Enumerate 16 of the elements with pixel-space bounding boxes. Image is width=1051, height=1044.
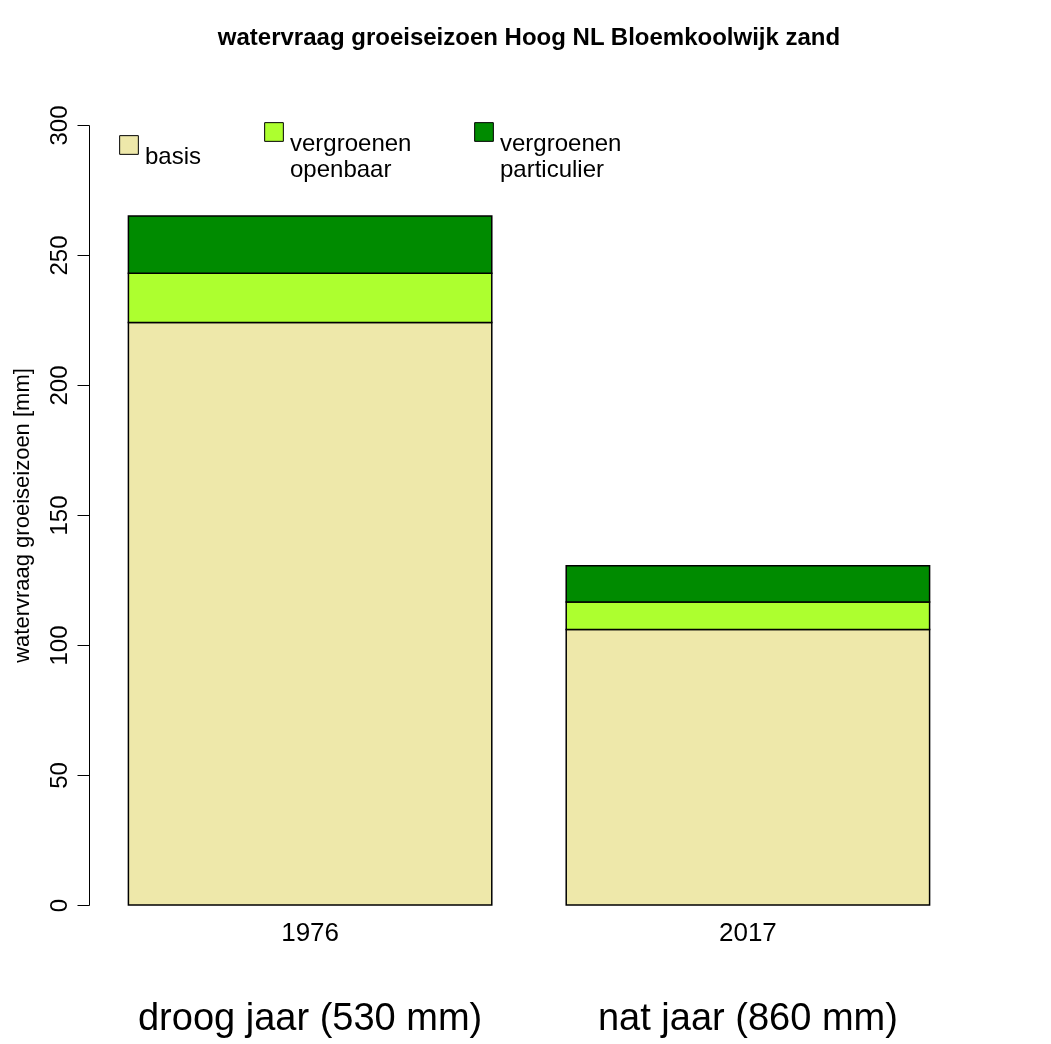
y-tick-label: 300 (44, 105, 72, 146)
y-axis-title: watervraag groeiseizoen [mm] (8, 368, 34, 664)
legend-label: vergroenen particulier (500, 129, 622, 182)
y-tick-label: 100 (44, 625, 72, 666)
y-tick-label: 200 (44, 365, 72, 406)
y-tick-label: 150 (44, 495, 72, 536)
legend-label: basis (145, 142, 202, 169)
text: nat jaar (860 mm) (597, 996, 898, 1038)
y-tick-label: 250 (44, 235, 72, 276)
y-tick-label: 50 (44, 762, 72, 789)
text: droog jaar (530 mm) (137, 996, 483, 1038)
y-tick-label: 0 (44, 898, 72, 913)
chart-title: watervraag groeiseizoen Hoog NL Bloemkoolwijk zand (216, 22, 841, 50)
x-tick-label: 2017 (718, 916, 777, 947)
legend-label: vergroenen openbaar (290, 129, 412, 182)
x-tick-label: 1976 (281, 916, 340, 947)
